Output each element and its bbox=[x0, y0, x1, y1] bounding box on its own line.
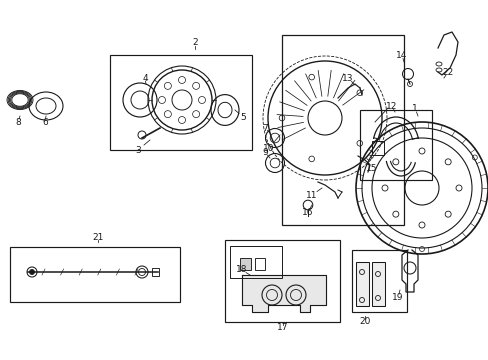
Bar bbox=[282, 35, 403, 225]
Bar bbox=[229, 246, 282, 278]
Bar bbox=[371, 262, 384, 306]
Text: 10: 10 bbox=[263, 144, 274, 153]
Text: 5: 5 bbox=[240, 112, 245, 122]
Circle shape bbox=[29, 270, 35, 275]
Text: 9: 9 bbox=[262, 148, 267, 157]
Text: 18: 18 bbox=[236, 266, 247, 275]
Text: 2: 2 bbox=[192, 37, 198, 46]
Text: 19: 19 bbox=[391, 293, 403, 302]
Bar bbox=[240, 258, 250, 270]
Text: 7: 7 bbox=[262, 123, 267, 132]
Bar bbox=[10, 247, 180, 302]
Bar bbox=[351, 250, 406, 312]
Text: 20: 20 bbox=[359, 318, 370, 327]
Text: 8: 8 bbox=[15, 117, 21, 126]
Text: 13: 13 bbox=[342, 73, 353, 82]
Text: 16: 16 bbox=[302, 207, 313, 216]
Bar bbox=[371, 141, 383, 155]
Polygon shape bbox=[242, 275, 325, 312]
Bar bbox=[224, 240, 339, 322]
Text: 22: 22 bbox=[442, 68, 453, 77]
Text: 1: 1 bbox=[411, 104, 417, 112]
Text: 17: 17 bbox=[277, 324, 288, 333]
Bar bbox=[152, 268, 159, 276]
Text: 4: 4 bbox=[142, 73, 147, 82]
Text: 14: 14 bbox=[395, 50, 407, 59]
Bar bbox=[359, 110, 431, 180]
Text: 6: 6 bbox=[42, 117, 48, 126]
Bar bbox=[355, 262, 368, 306]
Text: 11: 11 bbox=[305, 190, 317, 199]
Text: 12: 12 bbox=[386, 102, 397, 111]
Bar bbox=[254, 258, 264, 270]
Text: 15: 15 bbox=[366, 163, 377, 172]
Text: 3: 3 bbox=[135, 145, 141, 154]
Text: 21: 21 bbox=[92, 234, 103, 243]
Bar bbox=[110, 55, 251, 150]
